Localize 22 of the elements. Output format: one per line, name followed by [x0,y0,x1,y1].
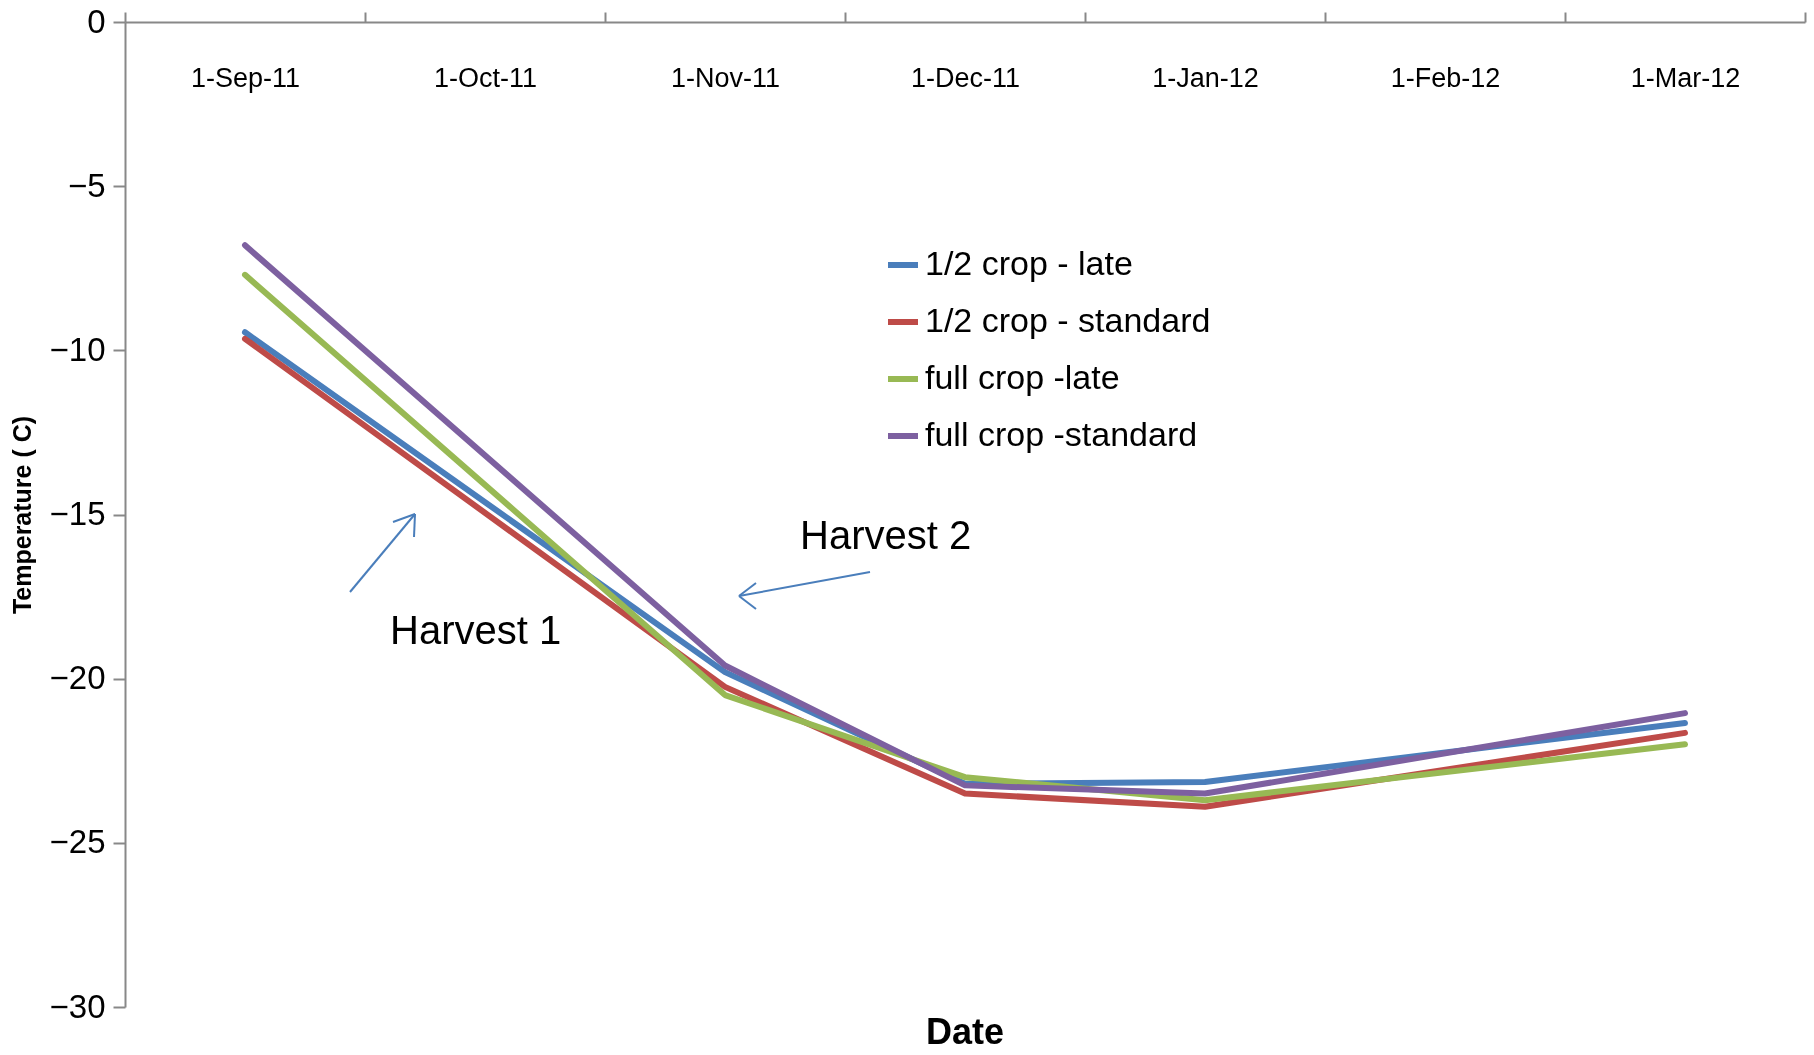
x-tick-label: 1-Sep-11 [190,62,301,93]
y-tick-label: −10 [49,330,106,368]
x-tick-label: 1-Jan-12 [1152,62,1259,93]
y-tick-label: 0 [87,2,106,40]
x-tick-label: 1-Feb-12 [1390,62,1501,93]
y-tick-label: −25 [49,823,106,861]
legend-label: full crop -late [925,358,1120,396]
x-axis-title: Date [925,1011,1005,1052]
y-tick-label: −30 [49,987,106,1025]
x-tick-label: 1-Mar-12 [1630,62,1741,93]
y-tick-label: −20 [49,659,106,697]
annotation: Harvest 1 [390,608,562,652]
legend-label: 1/2 crop - standard [925,301,1211,339]
y-tick-label: −15 [49,495,106,532]
x-tick-label: 1-Oct-11 [433,62,538,93]
y-axis-title: Temperature ( C) [7,415,36,615]
x-tick-label: 1-Nov-11 [670,62,781,93]
annotation: Harvest 2 [800,513,972,557]
x-tick-label: 1-Dec-11 [910,62,1021,93]
legend-label: full crop -standard [925,415,1198,453]
y-tick-label: −5 [67,166,106,204]
legend-label: 1/2 crop - late [925,244,1133,282]
